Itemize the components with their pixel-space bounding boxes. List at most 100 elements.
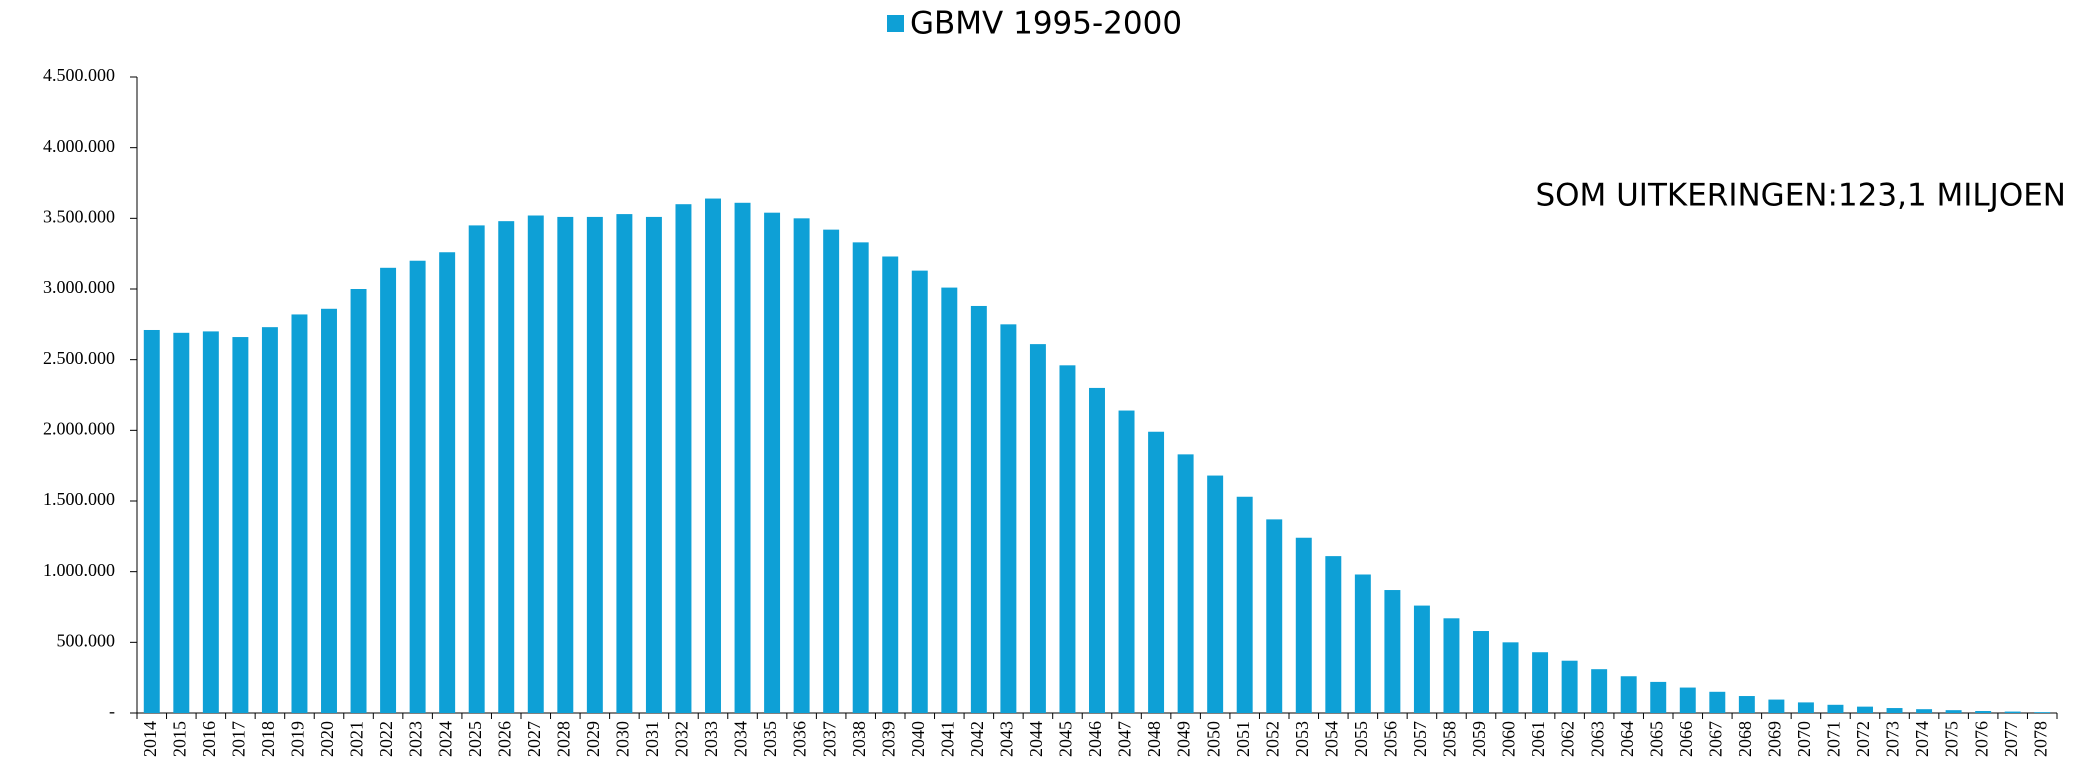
bar [1118,410,1135,713]
x-tick-label: 2041 [937,721,957,757]
x-tick-label: 2066 [1676,721,1696,757]
bar [1295,537,1312,713]
bar [1886,708,1903,713]
bar [1207,475,1224,713]
bar [616,214,633,714]
annotation: SOM UITKERINGEN:123,1 MILJOEN [1535,178,2066,214]
bar [1236,496,1253,713]
x-tick-label: 2039 [878,721,898,757]
x-tick-label: 2063 [1587,721,1607,757]
bar [1768,699,1785,713]
x-tick-label: 2046 [1085,721,1105,757]
bar [173,332,190,713]
bar [645,216,662,714]
bar [882,256,899,713]
x-tick-label: 2026 [494,721,514,757]
bar [409,260,426,713]
x-tick-label: 2054 [1321,721,1341,757]
bar [1975,711,1992,713]
x-tick-label: 2058 [1440,721,1460,757]
y-tick-label: 4.500.000 [43,65,115,85]
bar [1857,706,1873,713]
x-tick-label: 2062 [1558,721,1578,757]
x-tick-label: 2048 [1144,721,1164,757]
x-tick-label: 2027 [524,721,544,757]
x-tick-label: 2032 [672,721,692,757]
x-tick-label: 2020 [317,721,337,757]
x-tick-label: 2035 [760,721,780,757]
x-tick-label: 2060 [1499,721,1519,757]
y-tick-label: 2.500.000 [43,348,115,368]
bar [557,216,574,714]
y-tick-label: - [109,701,115,721]
x-tick-label: 2025 [465,721,485,757]
x-tick-label: 2078 [2030,721,2050,757]
x-tick-label: 2030 [613,721,633,757]
x-tick-label: 2061 [1528,721,1548,757]
x-tick-label: 2023 [406,721,426,757]
x-tick-label: 2057 [1410,721,1430,757]
bar [911,270,928,713]
x-tick-label: 2076 [1971,721,1991,757]
x-tick-label: 2018 [258,721,278,757]
x-tick-label: 2059 [1469,721,1489,757]
x-tick-label: 2071 [1824,721,1844,757]
x-tick-label: 2024 [435,721,455,757]
bar [1561,660,1578,713]
legend-swatch [887,15,904,32]
bar [1797,702,1814,713]
bar [439,252,456,713]
x-tick-label: 2021 [347,721,367,757]
bar [705,198,721,714]
x-tick-label: 2043 [997,721,1017,757]
y-tick-label: 1.500.000 [43,489,115,509]
bar [232,337,249,713]
y-tick-label: 3.000.000 [43,277,115,297]
bar [1443,618,1460,713]
bar [1827,704,1844,713]
x-tick-label: 2038 [849,721,869,757]
x-tick-label: 2070 [1794,721,1814,757]
bar [1620,676,1637,713]
bar [527,215,544,714]
bar [1945,710,1962,713]
x-tick-label: 2065 [1646,721,1666,757]
x-tick-label: 2064 [1617,721,1637,757]
bar [291,314,308,713]
x-tick-label: 2051 [1233,721,1253,757]
bar [1738,696,1755,713]
bar [1532,652,1549,713]
x-tick-label: 2056 [1381,721,1401,757]
bar [261,327,278,713]
y-tick-label: 4.000.000 [43,136,115,156]
x-tick-label: 2031 [642,721,662,757]
bar [2034,712,2051,713]
x-tick-label: 2050 [1203,721,1223,757]
x-tick-label: 2055 [1351,721,1371,757]
x-tick-label: 2049 [1174,721,1194,757]
bar [1502,642,1519,713]
bar [1266,519,1283,713]
x-tick-label: 2033 [701,721,721,757]
bar [350,289,367,713]
bar [1413,605,1430,713]
x-tick-label: 2068 [1735,721,1755,757]
bar [202,331,219,713]
x-tick-label: 2067 [1705,721,1725,757]
bar [586,216,603,714]
y-tick-label: 500.000 [57,630,116,650]
bar [1473,631,1489,713]
x-tick-label: 2072 [1853,721,1873,757]
bar [852,242,869,714]
bar [941,287,958,713]
bar [1148,431,1165,713]
x-tick-label: 2045 [1056,721,1076,757]
bar [2004,711,2021,713]
bar [1000,324,1017,713]
x-tick-label: 2015 [169,721,189,757]
x-tick-label: 2037 [819,721,839,757]
bar [380,267,397,713]
bar [1059,365,1076,713]
x-tick-label: 2077 [2001,721,2021,757]
bar [468,225,485,713]
